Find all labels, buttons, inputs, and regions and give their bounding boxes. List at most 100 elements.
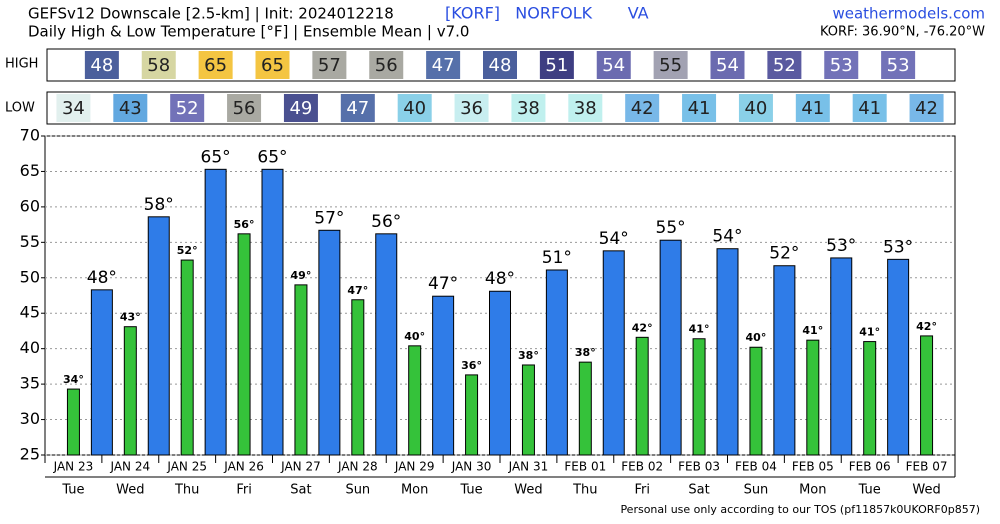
table-value: 38 <box>517 98 540 119</box>
value-label: 41° <box>689 323 710 336</box>
bar <box>294 284 308 456</box>
value-label: 52° <box>769 244 799 264</box>
day-label: Tue <box>858 483 881 498</box>
bar <box>408 345 422 456</box>
value-label: 58° <box>144 195 174 215</box>
table-value: 38 <box>574 98 597 119</box>
day-label: Tue <box>61 483 84 498</box>
table-cell <box>454 94 489 122</box>
table-cell <box>255 51 290 79</box>
table-value: 40 <box>403 98 426 119</box>
day-label: Thu <box>572 483 597 498</box>
table-cell <box>397 94 432 122</box>
x-tick-label: FEB 03 <box>678 460 720 474</box>
coords: KORF: 36.90°N, -76.20°W <box>820 25 985 40</box>
value-label: 48° <box>485 269 515 289</box>
x-tick-label: JAN 30 <box>451 460 492 474</box>
day-label: Wed <box>912 483 940 498</box>
value-label: 43° <box>120 311 141 324</box>
bar <box>602 250 625 456</box>
table-value: 48 <box>90 55 113 76</box>
table-value: 47 <box>346 98 369 119</box>
footer: Personal use only according to our TOS (… <box>620 503 980 516</box>
value-label: 65° <box>257 147 287 167</box>
y-tick-label: 65 <box>20 161 40 180</box>
x-tick-label: FEB 04 <box>735 460 777 474</box>
x-tick-label: FEB 06 <box>849 460 891 474</box>
table-value: 41 <box>688 98 711 119</box>
station: [KORF] NORFOLK VA <box>445 4 649 23</box>
bar <box>465 374 479 456</box>
day-label: Tue <box>459 483 482 498</box>
day-label: Fri <box>236 483 252 498</box>
table-cell <box>369 51 404 79</box>
value-label: 38° <box>575 346 596 359</box>
table-value: 42 <box>915 98 938 119</box>
table-value: 40 <box>744 98 767 119</box>
table-cell <box>824 51 859 79</box>
table-cell <box>909 94 944 122</box>
day-label: Sat <box>290 483 311 498</box>
table-value: 65 <box>261 55 284 76</box>
bar <box>351 299 365 456</box>
table-cell <box>483 51 517 79</box>
bar <box>578 361 592 456</box>
table-cell <box>312 51 347 79</box>
table-cell <box>113 94 148 122</box>
day-label: Mon <box>401 483 428 498</box>
table-cell <box>738 94 773 122</box>
high-label: HIGH <box>5 57 38 72</box>
table-value: 34 <box>62 98 85 119</box>
x-tick-label: JAN 23 <box>53 460 94 474</box>
bar <box>318 229 341 456</box>
bar <box>90 289 113 456</box>
bar <box>375 233 398 456</box>
table-value: 53 <box>887 55 910 76</box>
table-cell <box>767 51 802 79</box>
value-label: 55° <box>656 218 686 238</box>
bar <box>147 216 170 456</box>
value-label: 53° <box>883 237 913 257</box>
x-tick-label: FEB 07 <box>906 460 948 474</box>
value-label: 54° <box>599 229 629 249</box>
table-value: 41 <box>801 98 824 119</box>
table-cell <box>653 51 688 79</box>
value-label: 52° <box>177 244 198 257</box>
value-label: 40° <box>746 331 767 344</box>
value-label: 34° <box>63 373 84 386</box>
table-cell <box>568 94 603 122</box>
bar <box>180 259 194 456</box>
bar <box>66 388 80 456</box>
day-label: Mon <box>799 483 826 498</box>
table-value: 42 <box>631 98 654 119</box>
value-label: 53° <box>826 236 856 256</box>
y-tick-label: 40 <box>20 338 40 357</box>
x-tick-label: JAN 25 <box>166 460 207 474</box>
day-label: Wed <box>514 483 542 498</box>
x-tick-label: JAN 27 <box>280 460 321 474</box>
bar <box>692 338 706 456</box>
bar <box>545 269 568 456</box>
value-label: 40° <box>404 330 425 343</box>
bar <box>123 326 137 456</box>
table-cell <box>340 94 375 122</box>
bar <box>773 265 796 456</box>
y-tick-label: 50 <box>20 267 40 286</box>
value-label: 47° <box>428 274 458 294</box>
x-tick-label: FEB 01 <box>564 460 606 474</box>
table-cell <box>539 51 574 79</box>
table-value: 55 <box>659 55 682 76</box>
value-label: 36° <box>461 359 482 372</box>
y-tick-label: 70 <box>20 126 40 145</box>
bar <box>261 168 284 456</box>
value-label: 42° <box>632 321 653 334</box>
value-label: 42° <box>916 320 937 333</box>
table-value: 43 <box>119 98 142 119</box>
value-label: 65° <box>201 147 231 167</box>
day-label: Sat <box>688 483 709 498</box>
table-cell <box>795 94 830 122</box>
bar <box>635 336 649 456</box>
x-tick-label: JAN 31 <box>508 460 549 474</box>
bar <box>489 290 511 456</box>
